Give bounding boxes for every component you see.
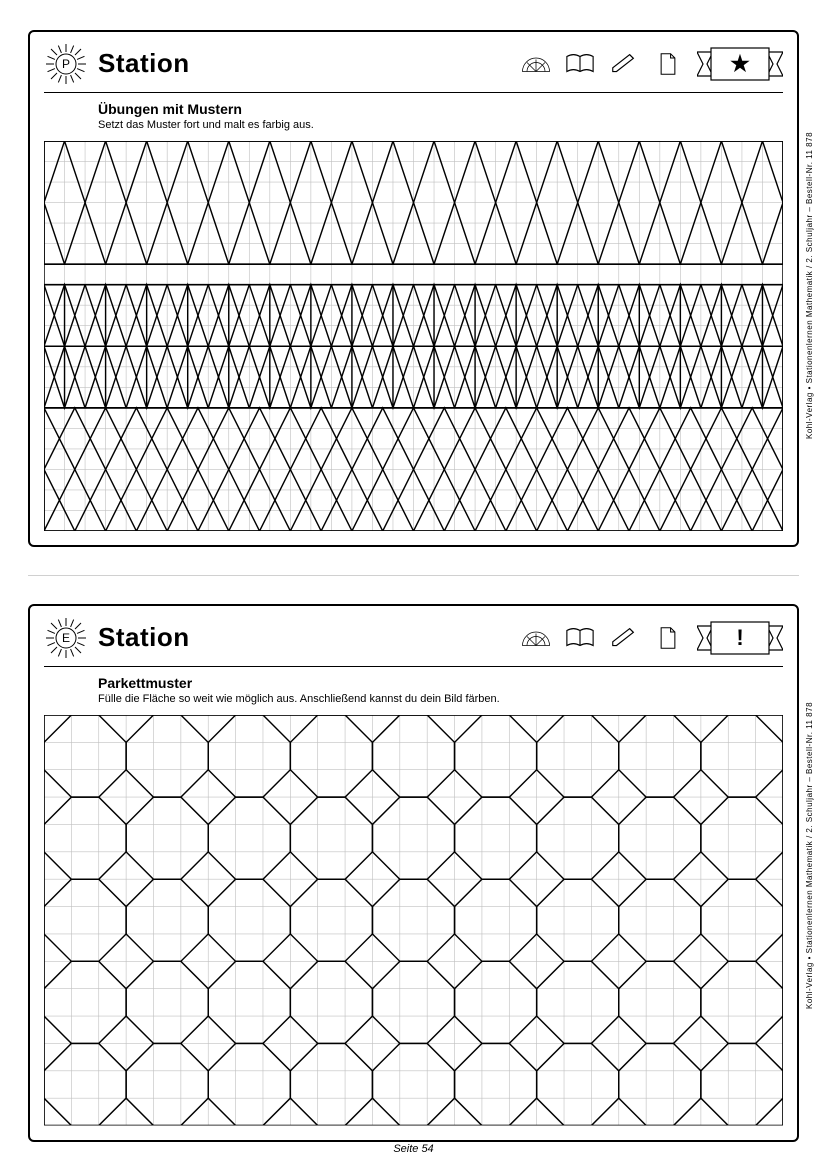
ribbon-glyph: !: [697, 618, 783, 658]
worksheet-instruction: Fülle die Fläche so weit wie möglich aus…: [98, 693, 783, 705]
sun-badge: E: [44, 616, 88, 660]
worksheet-instruction: Setzt das Muster fort und malt es farbig…: [98, 119, 783, 131]
badge-letter: E: [62, 631, 70, 645]
sheet-icon: [653, 626, 683, 650]
tool-icons: !: [521, 618, 783, 658]
header-rule: [44, 666, 783, 667]
page: Kohl-Verlag • Stationenlernen Mathematik…: [0, 0, 827, 1169]
book-icon: [565, 626, 595, 650]
pencil-icon: [609, 626, 639, 650]
publisher-side-text: Kohl-Verlag • Stationenlernen Mathematik…: [805, 640, 819, 1070]
tool-icons: ★: [521, 44, 783, 84]
pencil-icon: [609, 52, 639, 76]
publisher-side-text: Kohl-Verlag • Stationenlernen Mathematik…: [805, 70, 819, 500]
worksheet-title: Station: [98, 48, 511, 79]
worksheet-patterns: P Station: [28, 30, 799, 547]
worksheet-subtitle: Parkettmuster: [98, 675, 783, 691]
difficulty-ribbon: ★: [697, 44, 783, 84]
pattern-grid-2: [44, 715, 783, 1126]
worksheet-header: E Station: [44, 616, 783, 660]
worksheet-title: Station: [98, 622, 511, 653]
sheet-icon: [653, 52, 683, 76]
badge-letter: P: [62, 57, 70, 71]
protractor-icon: [521, 626, 551, 650]
page-footer: Seite 54: [0, 1143, 827, 1155]
page-divider: [28, 575, 799, 576]
ribbon-glyph: ★: [697, 44, 783, 84]
worksheet-header: P Station: [44, 42, 783, 86]
book-icon: [565, 52, 595, 76]
protractor-icon: [521, 52, 551, 76]
header-rule: [44, 92, 783, 93]
sun-badge: P: [44, 42, 88, 86]
pattern-grid-1: [44, 141, 783, 531]
worksheet-parkett: E Station: [28, 604, 799, 1142]
worksheet-subtitle: Übungen mit Mustern: [98, 101, 783, 117]
difficulty-ribbon: !: [697, 618, 783, 658]
